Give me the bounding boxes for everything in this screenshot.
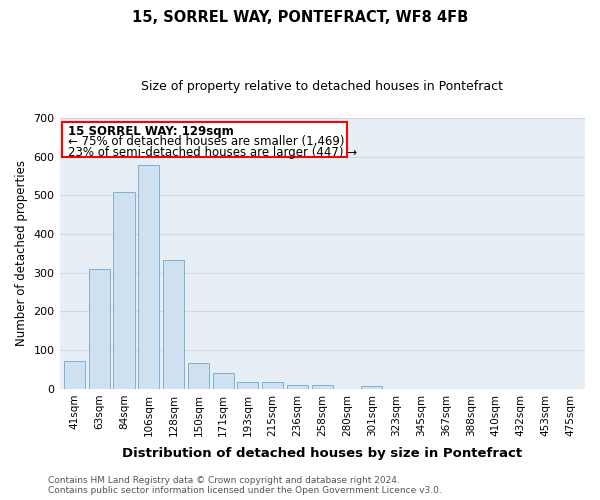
Bar (238, 382, 259, 389)
Bar (361, 386, 382, 389)
Text: 15 SORREL WAY: 129sqm: 15 SORREL WAY: 129sqm (68, 124, 234, 138)
Bar (138, 165, 160, 389)
Text: 15, SORREL WAY, PONTEFRACT, WF8 4FB: 15, SORREL WAY, PONTEFRACT, WF8 4FB (132, 10, 468, 25)
Text: 23% of semi-detached houses are larger (447) →: 23% of semi-detached houses are larger (… (68, 146, 358, 158)
Bar (262, 382, 283, 389)
Text: ← 75% of detached houses are smaller (1,469): ← 75% of detached houses are smaller (1,… (68, 135, 345, 148)
Bar (163, 260, 184, 389)
Bar (287, 385, 308, 389)
Title: Size of property relative to detached houses in Pontefract: Size of property relative to detached ho… (141, 80, 503, 93)
Bar (64, 361, 85, 389)
Bar (312, 385, 333, 389)
Bar (62, 122, 347, 156)
Text: Contains HM Land Registry data © Crown copyright and database right 2024.
Contai: Contains HM Land Registry data © Crown c… (48, 476, 442, 495)
Y-axis label: Number of detached properties: Number of detached properties (15, 160, 28, 346)
Bar (89, 269, 110, 389)
Bar (188, 362, 209, 389)
Bar (212, 374, 233, 389)
X-axis label: Distribution of detached houses by size in Pontefract: Distribution of detached houses by size … (122, 447, 523, 460)
Bar (113, 192, 134, 389)
